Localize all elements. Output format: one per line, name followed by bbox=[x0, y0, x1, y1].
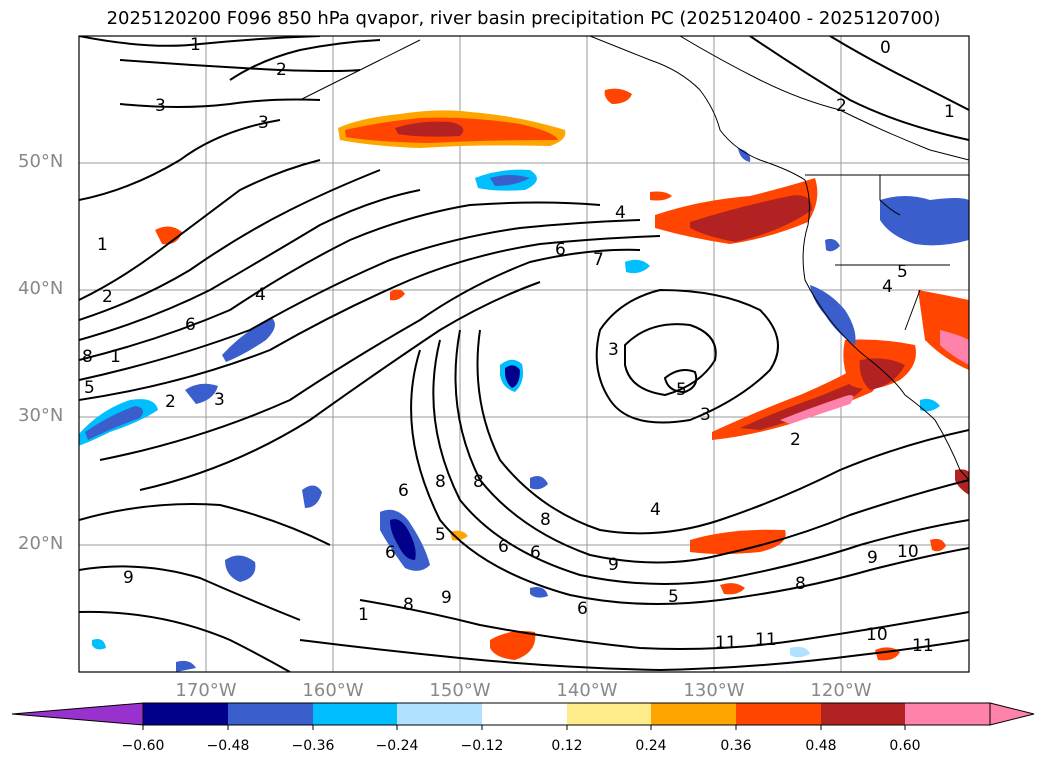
contour-label: 4 bbox=[615, 203, 626, 223]
colorbar-tick-label: −0.60 bbox=[121, 738, 165, 754]
contour-label: 0 bbox=[880, 38, 891, 58]
contour-label: 9 bbox=[441, 588, 452, 608]
contour-label: 3 bbox=[608, 340, 619, 360]
colorbar-segment bbox=[905, 703, 990, 725]
contour-label: 10 bbox=[866, 625, 888, 645]
positive-pc-shading bbox=[155, 88, 969, 661]
lon-label-140w: 140°W bbox=[556, 680, 618, 701]
contour-label: 3 bbox=[700, 405, 711, 425]
colorbar-tick-label: −0.12 bbox=[460, 738, 504, 754]
qvapor-contours bbox=[79, 36, 969, 672]
contour-label: 6 bbox=[398, 481, 409, 501]
lon-label-150w: 150°W bbox=[429, 680, 491, 701]
lat-label-50n: 50°N bbox=[18, 151, 64, 172]
lon-label-120w: 120°W bbox=[810, 680, 872, 701]
colorbar-segment bbox=[651, 703, 736, 725]
map-title: 2025120200 F096 850 hPa qvapor, river ba… bbox=[106, 8, 941, 29]
contour-label: 9 bbox=[123, 568, 134, 588]
contour-label: 3 bbox=[155, 96, 166, 116]
contour-label: 4 bbox=[650, 500, 661, 520]
contour-label: 10 bbox=[897, 542, 919, 562]
colorbar-tick-label: 0.24 bbox=[635, 738, 667, 754]
contour-label: 6 bbox=[185, 315, 196, 335]
colorbar-tick-label: 0.36 bbox=[720, 738, 752, 754]
colorbar-tick-label: 0.48 bbox=[805, 738, 837, 754]
contour-label: 6 bbox=[577, 599, 588, 619]
lat-label-30n: 30°N bbox=[18, 405, 64, 426]
contour-label: 1 bbox=[97, 235, 108, 255]
graticule bbox=[79, 36, 969, 672]
contour-label: 2 bbox=[790, 430, 801, 450]
colorbar-extend-low bbox=[11, 702, 144, 726]
contour-label: 2 bbox=[102, 287, 113, 307]
contour-label: 8 bbox=[403, 595, 414, 615]
contour-label: 5 bbox=[668, 587, 679, 607]
lat-label-40n: 40°N bbox=[18, 278, 64, 299]
contour-label: 6 bbox=[498, 537, 509, 557]
colorbar-segment bbox=[567, 703, 651, 725]
colorbar-extend-high bbox=[989, 702, 1035, 726]
lon-label-130w: 130°W bbox=[683, 680, 745, 701]
contour-label: 1 bbox=[190, 35, 201, 55]
colorbar-segment bbox=[736, 703, 821, 725]
colorbar-tick-label: −0.36 bbox=[291, 738, 335, 754]
contour-label: 7 bbox=[593, 250, 604, 270]
map-frame bbox=[78, 35, 970, 673]
contour-label: 8 bbox=[540, 510, 551, 530]
lat-label-20n: 20°N bbox=[18, 533, 64, 554]
lon-label-160w: 160°W bbox=[302, 680, 364, 701]
colorbar-tick-label: 0.60 bbox=[889, 738, 921, 754]
contour-label: 4 bbox=[882, 277, 893, 297]
contour-label: 8 bbox=[435, 472, 446, 492]
colorbar-segment bbox=[228, 703, 313, 725]
contour-label: 1 bbox=[110, 347, 121, 367]
negative-pc-shading bbox=[79, 148, 969, 672]
colorbar-segment bbox=[143, 703, 228, 725]
contour-label: 2 bbox=[165, 392, 176, 412]
contour-label: 8 bbox=[795, 574, 806, 594]
contour-label: 6 bbox=[385, 543, 396, 563]
colorbar-segment bbox=[821, 703, 905, 725]
colorbar-segment bbox=[482, 703, 567, 725]
contour-label: 9 bbox=[867, 548, 878, 568]
contour-label: 5 bbox=[897, 262, 908, 282]
colorbar-segment bbox=[397, 703, 482, 725]
contour-label: 2 bbox=[276, 60, 287, 80]
lon-label-170w: 170°W bbox=[175, 680, 237, 701]
contour-label: 5 bbox=[435, 525, 446, 545]
contour-label: 11 bbox=[755, 630, 777, 650]
contour-labels: 1 2 3 3 1 2 4 6 8 1 5 2 3 4 6 7 3 5 3 2 … bbox=[82, 35, 955, 656]
colorbar-segment bbox=[313, 703, 397, 725]
colorbar-tick-label: −0.24 bbox=[375, 738, 419, 754]
contour-label: 11 bbox=[715, 633, 737, 653]
contour-label: 1 bbox=[358, 605, 369, 625]
contour-label: 9 bbox=[608, 555, 619, 575]
contour-label: 4 bbox=[255, 285, 266, 305]
contour-label: 6 bbox=[530, 543, 541, 563]
colorbar-tick-label: 0.12 bbox=[551, 738, 583, 754]
contour-label: 3 bbox=[214, 390, 225, 410]
contour-label: 3 bbox=[258, 113, 269, 133]
contour-label: 5 bbox=[676, 380, 687, 400]
colorbar-tick-label: −0.48 bbox=[206, 738, 250, 754]
contour-label: 8 bbox=[82, 347, 93, 367]
coastlines bbox=[299, 36, 969, 481]
contour-label: 6 bbox=[555, 240, 566, 260]
contour-label: 1 bbox=[944, 102, 955, 122]
contour-label: 2 bbox=[836, 96, 847, 116]
contour-label: 11 bbox=[912, 636, 934, 656]
contour-label: 5 bbox=[84, 378, 95, 398]
colorbar bbox=[11, 702, 1035, 730]
contour-label: 8 bbox=[473, 472, 484, 492]
